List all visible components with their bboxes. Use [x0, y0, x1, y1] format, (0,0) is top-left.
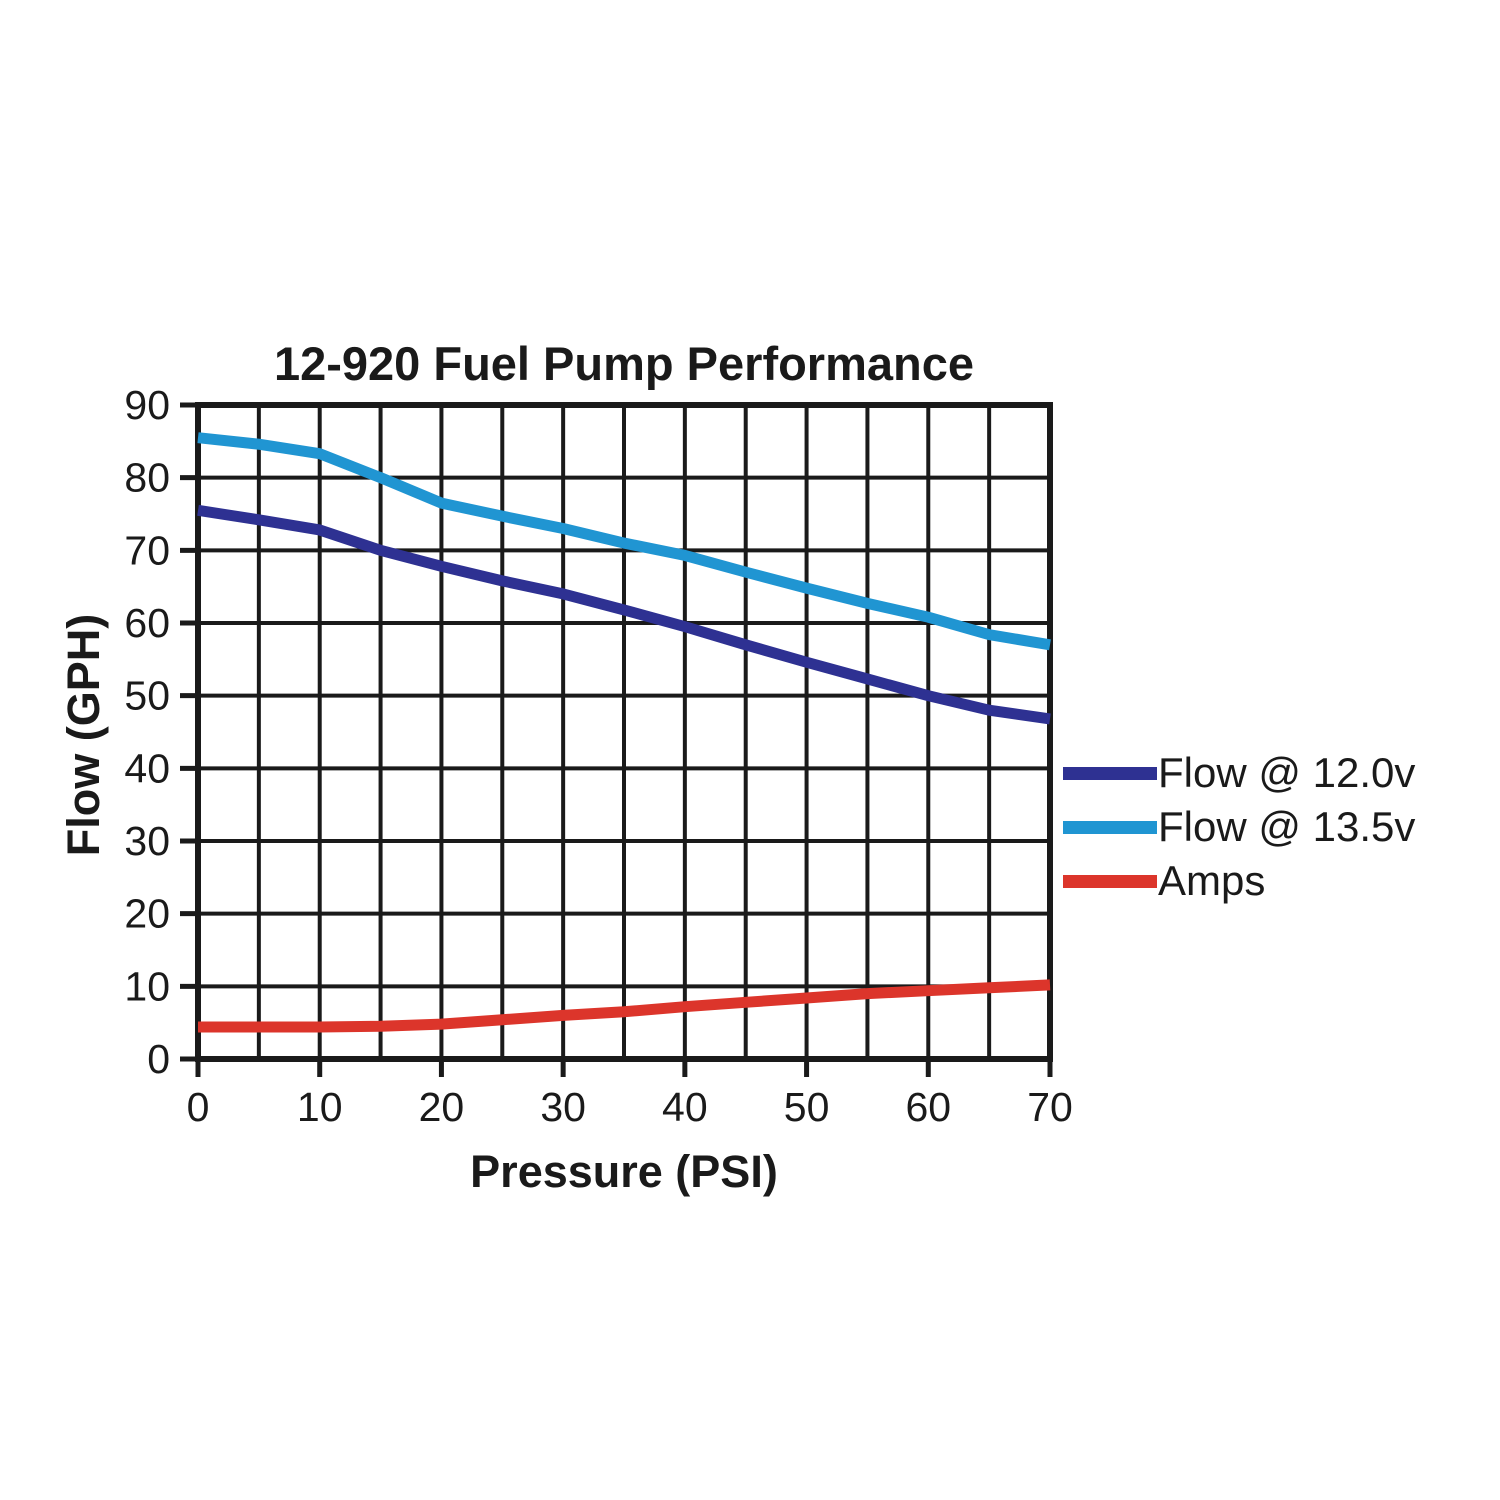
y-axis-title: Flow (GPH) — [58, 613, 109, 857]
y-tick-label: 30 — [124, 818, 170, 864]
legend-label-flow-12v: Flow @ 12.0v — [1158, 749, 1416, 796]
series-line-amps — [198, 979, 1051, 1033]
legend-swatch-amps — [1063, 874, 1157, 888]
x-tick-label: 30 — [540, 1084, 586, 1130]
x-tick-label: 70 — [1027, 1084, 1073, 1130]
x-tick-label: 40 — [662, 1084, 708, 1130]
x-tick-label: 50 — [784, 1084, 830, 1130]
y-tick-label: 80 — [124, 455, 170, 501]
y-tick-label: 70 — [124, 527, 170, 573]
plot-area: 0 10 20 30 40 50 60 70 0 10 20 30 40 50 60 70 80 90 — [124, 382, 1072, 1130]
x-axis-title: Pressure (PSI) — [470, 1146, 778, 1197]
x-tick-label: 0 — [187, 1084, 210, 1130]
y-tick-label: 0 — [147, 1036, 170, 1082]
x-tick-label: 10 — [297, 1084, 343, 1130]
legend-item-flow-12v: Flow @ 12.0v — [1063, 746, 1415, 800]
legend-item-amps: Amps — [1063, 854, 1415, 908]
y-tick-label: 60 — [124, 600, 170, 646]
y-tick-label: 90 — [124, 382, 170, 428]
legend-label-flow-13-5v: Flow @ 13.5v — [1158, 803, 1416, 850]
y-tick-label: 50 — [124, 673, 170, 719]
legend-swatch-flow-13-5v — [1063, 820, 1157, 834]
series-line-flow-13-5v — [197, 432, 1051, 651]
grid — [196, 403, 1052, 1061]
legend-label-amps: Amps — [1158, 857, 1266, 904]
y-tick-label: 20 — [124, 891, 170, 937]
legend: Flow @ 12.0v Flow @ 13.5v Amps — [1063, 746, 1415, 908]
legend-swatch-flow-12v — [1063, 766, 1157, 780]
plot-border — [195, 402, 1053, 1062]
legend-item-flow-13-5v: Flow @ 13.5v — [1063, 800, 1415, 854]
y-axis: 0 10 20 30 40 50 60 70 80 90 — [124, 382, 198, 1082]
chart-title: 12-920 Fuel Pump Performance — [273, 337, 975, 390]
x-tick-label: 60 — [905, 1084, 951, 1130]
x-axis: 0 10 20 30 40 50 60 70 — [187, 1059, 1073, 1130]
series-line-flow-12-0v — [197, 504, 1051, 725]
x-tick-label: 20 — [419, 1084, 465, 1130]
y-tick-label: 10 — [124, 963, 170, 1009]
y-tick-label: 40 — [124, 745, 170, 791]
